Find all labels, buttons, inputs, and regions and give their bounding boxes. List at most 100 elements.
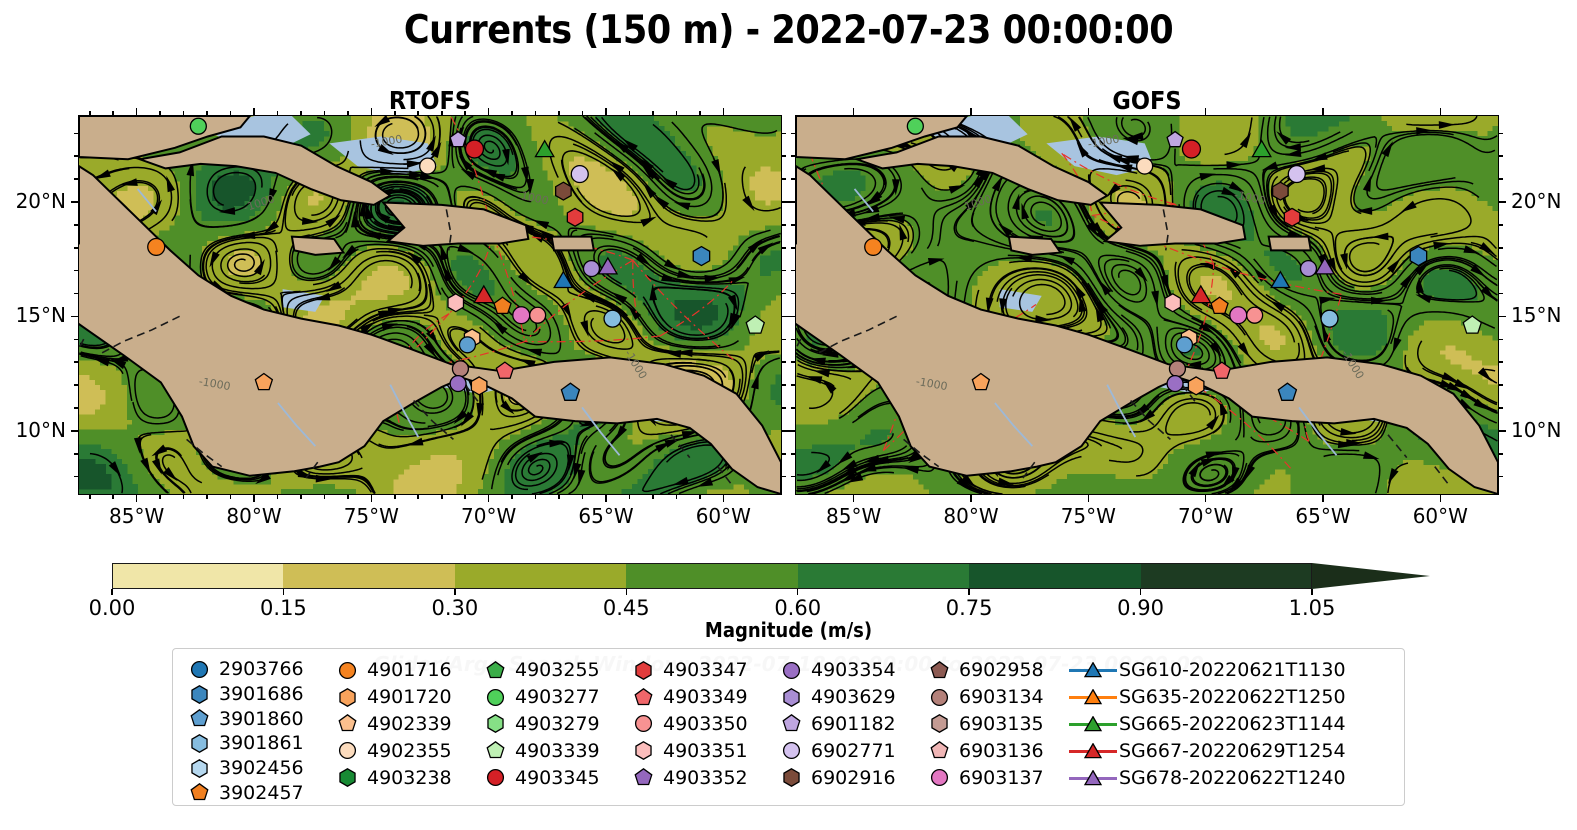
circle-marker-icon xyxy=(190,660,208,678)
map-marker[interactable] xyxy=(554,181,572,201)
map-marker[interactable] xyxy=(147,237,166,257)
legend-entry-float[interactable]: 6902958 xyxy=(919,657,1067,684)
legend-entry-float[interactable]: 4902355 xyxy=(327,737,475,764)
x-tick-minor xyxy=(652,495,654,499)
map-marker[interactable] xyxy=(419,157,437,175)
map-marker[interactable] xyxy=(1166,374,1184,393)
map-marker[interactable] xyxy=(560,382,581,401)
map-marker[interactable] xyxy=(449,130,467,148)
legend-entry-float[interactable]: 6902916 xyxy=(771,764,919,791)
legend-entry-glider[interactable]: SG665-20220623T1144 xyxy=(1067,711,1346,738)
legend-entry-float[interactable]: 4903352 xyxy=(623,764,771,791)
map-marker[interactable] xyxy=(553,270,574,289)
colorbar-segment xyxy=(112,563,284,589)
legend-entry-float[interactable]: 4903351 xyxy=(623,737,771,764)
map-marker[interactable] xyxy=(570,164,589,184)
map-marker[interactable] xyxy=(1168,360,1187,378)
legend-entry-float[interactable]: 6902771 xyxy=(771,737,919,764)
legend-entry-float[interactable]: 4902339 xyxy=(327,711,475,738)
map-marker[interactable] xyxy=(254,372,274,391)
map-marker[interactable] xyxy=(1283,207,1301,227)
map-marker[interactable] xyxy=(971,372,991,391)
map-marker[interactable] xyxy=(449,374,467,393)
map-marker[interactable] xyxy=(1462,315,1483,334)
map-marker[interactable] xyxy=(1210,296,1229,314)
map-marker[interactable] xyxy=(1251,139,1272,158)
map-marker[interactable] xyxy=(451,360,470,378)
legend-entry-glider[interactable]: SG667-20220629T1254 xyxy=(1067,737,1346,764)
map-marker[interactable] xyxy=(745,315,766,334)
legend-entry-glider[interactable]: SG635-20220622T1250 xyxy=(1067,684,1346,711)
legend-entry-float[interactable]: 6901182 xyxy=(771,711,919,738)
legend-entry-float[interactable]: 4903345 xyxy=(475,764,623,791)
map-marker[interactable] xyxy=(1164,293,1182,313)
map-marker[interactable] xyxy=(534,139,555,158)
map-marker[interactable] xyxy=(458,336,477,354)
map-marker[interactable] xyxy=(1166,130,1184,148)
legend-entry-float[interactable]: 4903255 xyxy=(475,657,623,684)
legend-label: 4903238 xyxy=(367,766,452,789)
legend-entry-float[interactable]: 3901686 xyxy=(179,682,327,707)
legend-entry-float[interactable]: 4903629 xyxy=(771,684,919,711)
legend-entry-float[interactable]: 3901860 xyxy=(179,706,327,731)
legend-entry-float[interactable]: 4903354 xyxy=(771,657,919,684)
legend-entry-float[interactable]: 6903135 xyxy=(919,711,1067,738)
map-marker[interactable] xyxy=(1212,361,1232,379)
y-tick-minor xyxy=(74,224,78,226)
map-marker[interactable] xyxy=(493,296,512,314)
legend-entry-float[interactable]: 6903134 xyxy=(919,684,1067,711)
map-marker[interactable] xyxy=(464,139,485,159)
map-marker[interactable] xyxy=(529,306,547,324)
map-marker[interactable] xyxy=(1190,284,1212,304)
legend-entry-float[interactable]: 3902457 xyxy=(179,780,327,805)
map-marker[interactable] xyxy=(864,237,883,257)
map-marker[interactable] xyxy=(582,259,601,278)
map-marker[interactable] xyxy=(1299,259,1318,278)
map-marker[interactable] xyxy=(1277,382,1298,401)
legend-entry-glider[interactable]: SG610-20220621T1130 xyxy=(1067,657,1346,684)
panel-title-rtofs: RTOFS xyxy=(388,86,472,115)
map-marker[interactable] xyxy=(1409,245,1428,267)
map-panel-rtofs[interactable]: -1000 -1000 -1000 -1000 -1000 xyxy=(78,115,782,495)
map-marker[interactable] xyxy=(1271,181,1289,201)
map-marker[interactable] xyxy=(1320,309,1339,328)
map-marker[interactable] xyxy=(906,117,924,135)
map-marker[interactable] xyxy=(470,376,488,396)
map-marker[interactable] xyxy=(473,284,495,304)
map-marker[interactable] xyxy=(1187,376,1205,396)
legend-entry-float[interactable]: 4903277 xyxy=(475,684,623,711)
map-marker[interactable] xyxy=(1229,306,1248,325)
x-tick-minor xyxy=(558,111,560,115)
map-marker[interactable] xyxy=(512,306,531,325)
colorbar-segment xyxy=(797,563,970,589)
map-marker[interactable] xyxy=(692,245,711,267)
map-marker[interactable] xyxy=(1246,306,1264,324)
map-marker[interactable] xyxy=(1287,164,1306,184)
legend-entry-float[interactable]: 4903339 xyxy=(475,737,623,764)
map-marker[interactable] xyxy=(1270,270,1291,289)
map-marker[interactable] xyxy=(1181,139,1202,159)
map-marker[interactable] xyxy=(566,207,584,227)
legend-entry-float[interactable]: 4901720 xyxy=(327,684,475,711)
legend-entry-float[interactable]: 4903347 xyxy=(623,657,771,684)
map-marker[interactable] xyxy=(1314,256,1336,275)
map-marker[interactable] xyxy=(189,117,207,135)
legend-entry-glider[interactable]: SG678-20220622T1240 xyxy=(1067,764,1346,791)
map-panel-gofs[interactable]: -1000 -1000 -1000 -1000 -1000 xyxy=(795,115,1499,495)
legend-entry-float[interactable]: 4901716 xyxy=(327,657,475,684)
legend-entry-float[interactable]: 6903136 xyxy=(919,737,1067,764)
map-marker[interactable] xyxy=(447,293,465,313)
legend-entry-float[interactable]: 3901861 xyxy=(179,731,327,756)
legend-entry-float[interactable]: 6903137 xyxy=(919,764,1067,791)
map-marker[interactable] xyxy=(603,309,622,328)
map-marker[interactable] xyxy=(1136,157,1154,175)
legend-entry-float[interactable]: 3902456 xyxy=(179,756,327,781)
map-marker[interactable] xyxy=(1175,336,1194,354)
legend-entry-float[interactable]: 4903350 xyxy=(623,711,771,738)
legend-entry-float[interactable]: 2903766 xyxy=(179,657,327,682)
legend-entry-float[interactable]: 4903349 xyxy=(623,684,771,711)
legend-entry-float[interactable]: 4903279 xyxy=(475,711,623,738)
map-marker[interactable] xyxy=(597,256,619,275)
map-marker[interactable] xyxy=(495,361,515,379)
legend-entry-float[interactable]: 4903238 xyxy=(327,764,475,791)
